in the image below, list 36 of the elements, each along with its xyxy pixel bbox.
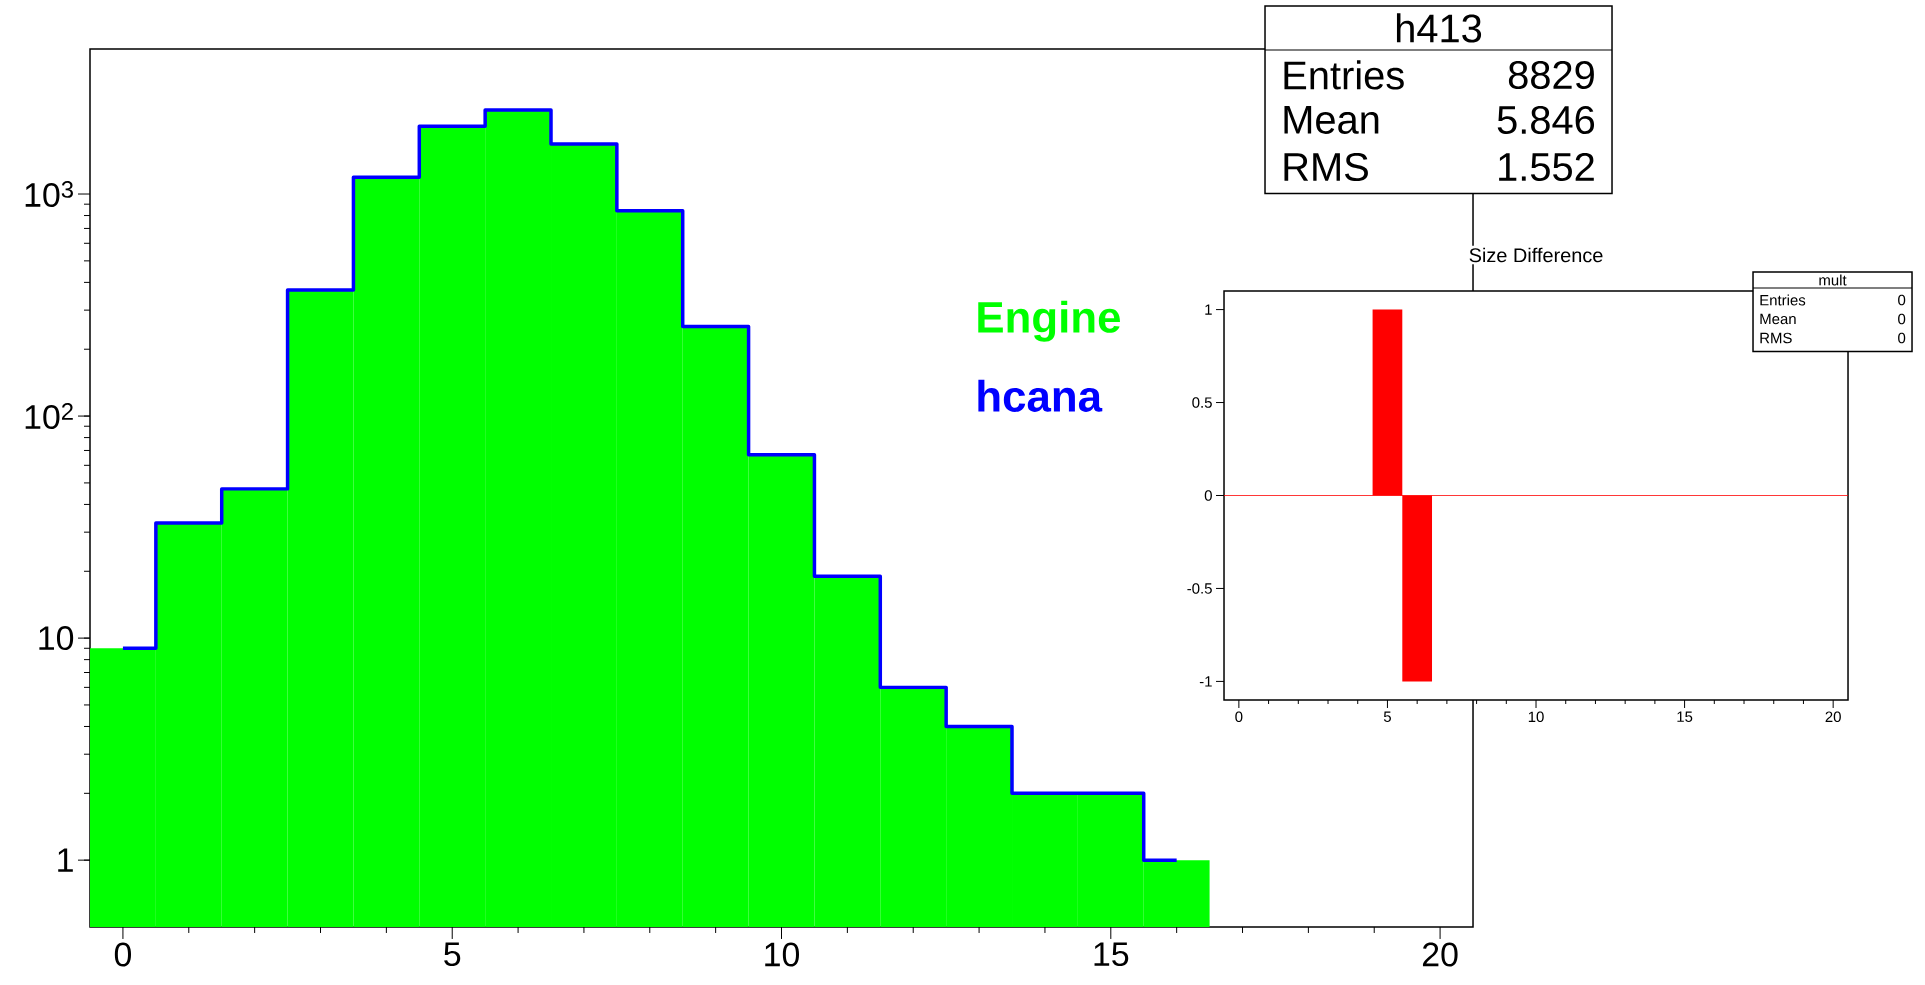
y-tick-label: 0	[1204, 490, 1212, 501]
x-tick-label: 5	[1383, 711, 1391, 722]
text: Engine	[978, 300, 1120, 342]
y-tick-label: -1	[1199, 676, 1212, 687]
x-tick-label: 5	[444, 942, 461, 967]
x-tick-label: 0	[114, 942, 132, 967]
text: h413	[1396, 13, 1482, 43]
x-tick-label: 10	[1528, 711, 1544, 723]
y-tick-label: 10$^{2}$	[25, 403, 73, 430]
y-tick-label: 1	[58, 848, 73, 872]
chart-title: Size Difference	[1469, 247, 1603, 263]
annotation: RMS	[1284, 152, 1368, 182]
x-tick-label: 15	[1677, 711, 1693, 722]
y-tick-label: 10$^{3}$	[25, 181, 73, 207]
x-tick-label: 20	[1422, 942, 1458, 967]
x-tick-label: 20	[1825, 711, 1841, 723]
text: 0	[1898, 313, 1906, 325]
annotation: Mean	[1760, 313, 1796, 325]
text: 5.846	[1497, 105, 1595, 135]
annotation: RMS	[1760, 332, 1792, 344]
text: 1.552	[1499, 152, 1594, 182]
y-tick-label: 1	[1205, 304, 1212, 315]
annotation: Mean	[1284, 106, 1379, 134]
x-tick-label: 15	[1094, 942, 1129, 967]
text: 8829	[1508, 60, 1594, 90]
annotation: Entries	[1760, 294, 1806, 306]
y-tick-label: 0.5	[1192, 397, 1212, 408]
annotation: Entries	[1284, 60, 1404, 90]
text: 0	[1898, 294, 1906, 306]
y-tick-label: -0.5	[1187, 583, 1212, 594]
y-tick-label: 10	[39, 626, 74, 651]
text: hcana	[978, 379, 1103, 412]
x-tick-label: 0	[1235, 711, 1243, 723]
text: mult	[1819, 274, 1847, 286]
text: 0	[1898, 332, 1906, 344]
x-tick-label: 10	[765, 942, 800, 967]
